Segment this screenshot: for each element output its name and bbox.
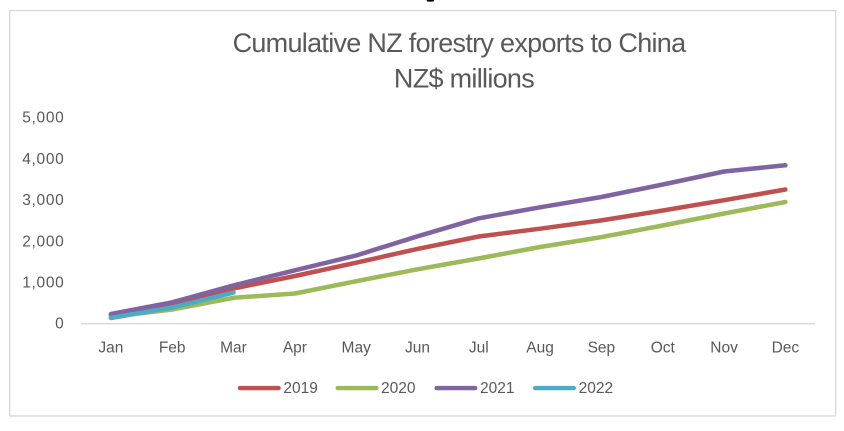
svg-text:Oct: Oct [651, 340, 676, 357]
svg-text:Mar: Mar [220, 340, 247, 357]
svg-text:Jun: Jun [405, 340, 430, 357]
svg-text:Nov: Nov [710, 340, 738, 357]
svg-text:Sep: Sep [588, 340, 616, 357]
svg-text:Apr: Apr [283, 340, 307, 357]
svg-text:May: May [342, 340, 372, 357]
svg-text:5,000: 5,000 [22, 110, 64, 127]
svg-text:1,000: 1,000 [22, 275, 64, 292]
svg-text:NZ$ millions: NZ$ millions [394, 64, 534, 94]
svg-text:4,000: 4,000 [22, 151, 64, 168]
svg-text:3,000: 3,000 [22, 192, 64, 209]
svg-text:Aug: Aug [526, 340, 554, 357]
svg-text:Jan: Jan [98, 340, 123, 357]
svg-text:Jul: Jul [469, 340, 489, 357]
svg-text:Cumulative NZ forestry exports: Cumulative NZ forestry exports to China [233, 28, 688, 58]
svg-text:2019: 2019 [283, 380, 317, 397]
svg-text:2020: 2020 [381, 380, 416, 397]
svg-text:Dec: Dec [772, 340, 800, 357]
svg-text:Feb: Feb [159, 340, 186, 357]
svg-text:2021: 2021 [480, 380, 514, 397]
svg-text:2,000: 2,000 [22, 233, 64, 250]
svg-text:0: 0 [55, 316, 64, 333]
svg-text:2022: 2022 [579, 380, 613, 397]
